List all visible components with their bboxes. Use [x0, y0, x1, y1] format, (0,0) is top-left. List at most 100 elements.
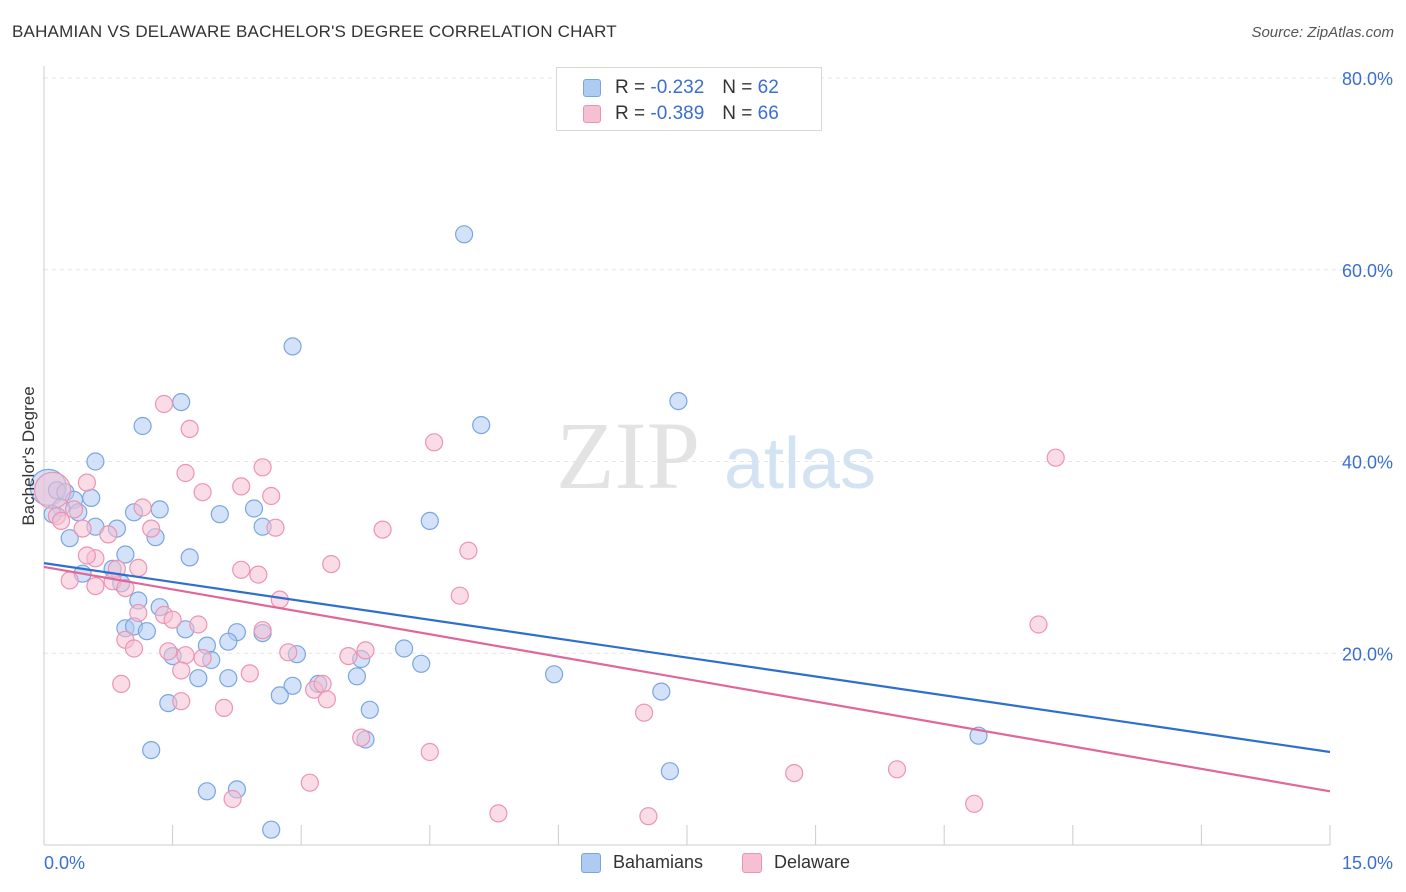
bahamians-point [652, 682, 671, 701]
bahamians-point [60, 529, 79, 548]
bahamians-point [116, 545, 135, 564]
y-tick-label: 20.0% [1342, 644, 1393, 664]
delaware-point [322, 554, 341, 574]
bahamians-point [133, 416, 152, 436]
bahamians-point [172, 393, 191, 412]
delaware-point [232, 560, 251, 579]
delaware-large-point [33, 471, 72, 509]
legend-item-bahamians[interactable]: Bahamians [581, 852, 703, 873]
bahamians-point [137, 622, 156, 641]
bahamians-point [197, 782, 216, 801]
delaware-point [317, 690, 336, 709]
delaware-point [965, 794, 984, 813]
series-legend: Bahamians Delaware [0, 852, 1406, 876]
watermark-atlas: atlas [724, 424, 876, 504]
delaware-point [249, 565, 268, 584]
r-value: -0.389 [650, 103, 705, 124]
watermark-zip: ZIP [556, 402, 700, 509]
delaware-trend-line [43, 565, 1331, 793]
delaware-point [639, 807, 658, 826]
delaware-point [142, 519, 161, 538]
bahamians-point [412, 654, 431, 673]
delaware-point [339, 646, 358, 666]
watermark: ZIP atlas [556, 402, 876, 509]
delaware-point [133, 498, 152, 517]
delaware-point [262, 486, 281, 506]
legend-item-delaware[interactable]: Delaware [742, 852, 850, 873]
bahamians-swatch [583, 79, 601, 97]
points-layer [29, 225, 1065, 839]
delaware-point [112, 674, 131, 694]
r-label: R = [615, 77, 646, 98]
y-tick-label: 60.0% [1342, 261, 1393, 281]
delaware-point [159, 642, 178, 661]
delaware-point [1046, 448, 1065, 467]
bahamians-point [86, 452, 105, 471]
delaware-point [785, 763, 804, 783]
legend-label-delaware: Delaware [774, 852, 851, 872]
bahamians-point [262, 820, 281, 839]
delaware-swatch [742, 852, 762, 873]
y-tick-label: 40.0% [1342, 453, 1393, 473]
source-label: Source: ZipAtlas.com [1251, 24, 1394, 41]
delaware-point [352, 728, 371, 747]
bahamians-trend-line [43, 562, 1331, 754]
bahamians-point [142, 740, 161, 760]
bahamians-point [360, 700, 379, 719]
delaware-point [214, 698, 234, 718]
stats-row-delaware: R = -0.389 N = 66 [583, 102, 779, 126]
legend-label-bahamians: Bahamians [613, 852, 704, 872]
delaware-swatch [583, 105, 601, 123]
delaware-point [425, 433, 444, 452]
delaware-point [279, 643, 298, 662]
bahamians-point [270, 686, 289, 705]
delaware-point [172, 692, 191, 711]
bahamians-point [669, 392, 688, 411]
delaware-point [193, 483, 212, 502]
bahamians-point [472, 416, 491, 435]
bahamians-point [283, 676, 302, 695]
delaware-point [180, 419, 199, 438]
bahamians-swatch [581, 852, 601, 873]
delaware-point [129, 603, 148, 623]
y-tick-label: 80.0% [1342, 69, 1393, 89]
bahamians-point [347, 667, 366, 686]
delaware-point [420, 742, 439, 762]
delaware-point [124, 639, 144, 658]
y-axis-label: Bachelor's Degree [19, 386, 38, 525]
delaware-point [176, 463, 195, 483]
axis-layer [43, 66, 1331, 846]
delaware-point [266, 518, 285, 537]
delaware-point [163, 610, 182, 629]
bahamians-point [219, 669, 238, 688]
bahamians-point [82, 488, 101, 507]
bahamians-point [660, 762, 680, 781]
bahamians-point [189, 669, 208, 688]
delaware-point [99, 525, 118, 544]
delaware-point [300, 773, 319, 792]
delaware-point [313, 674, 332, 694]
n-value: 66 [757, 103, 779, 124]
delaware-point [73, 519, 92, 538]
delaware-point [634, 703, 654, 722]
delaware-point [489, 804, 508, 823]
delaware-point [232, 477, 251, 496]
x-tick-label: 0.0% [44, 853, 85, 873]
delaware-point [459, 541, 478, 560]
delaware-point [223, 789, 242, 809]
delaware-point [172, 661, 191, 680]
delaware-point [60, 571, 79, 590]
trend-layer [43, 562, 1331, 793]
delaware-point [77, 473, 97, 492]
bahamians-point [455, 225, 474, 244]
bahamians-point [283, 337, 302, 356]
x-tick-label: 15.0% [1342, 853, 1393, 873]
delaware-point [154, 394, 174, 414]
delaware-point [86, 576, 105, 596]
delaware-point [129, 558, 148, 578]
r-value: -0.232 [650, 77, 705, 98]
delaware-point [356, 641, 375, 660]
stats-legend: R = -0.232 N = 62 R = -0.389 N = 66 [556, 67, 822, 131]
delaware-point [253, 621, 272, 640]
